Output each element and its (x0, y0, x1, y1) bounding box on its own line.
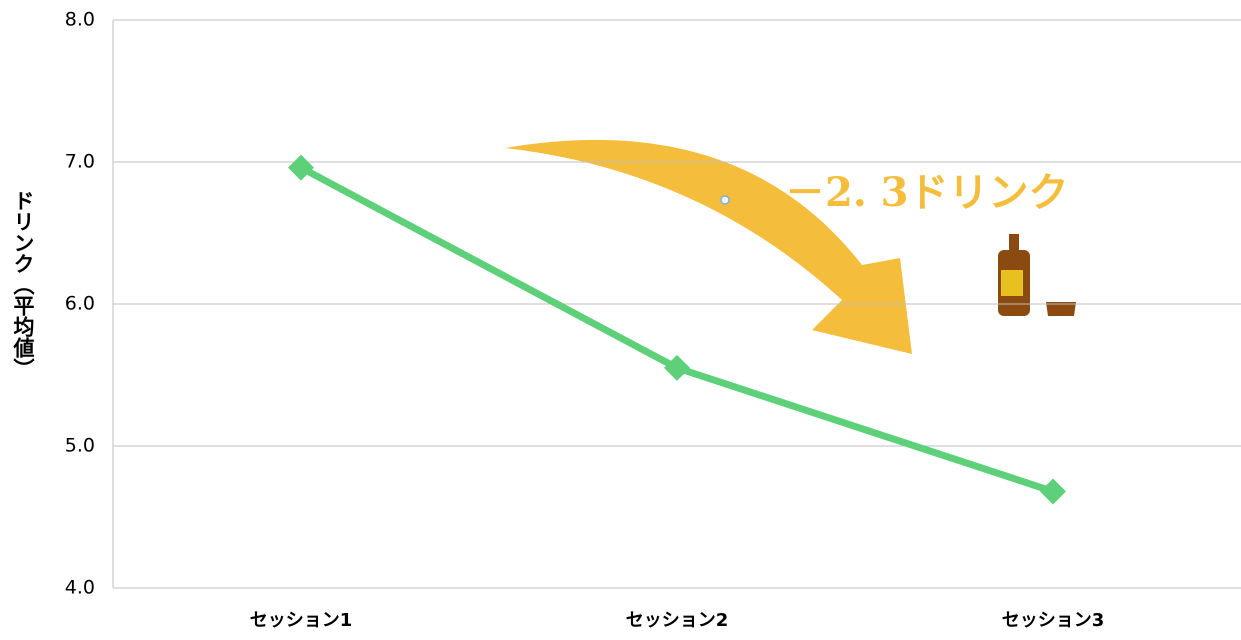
y-tick-label: 5.0 (65, 435, 95, 457)
y-tick-label: 8.0 (65, 9, 95, 31)
y-axis-label: ドリンク（平均値） (11, 190, 36, 379)
y-tick-label: 6.0 (65, 293, 95, 315)
x-tick-label: セッション3 (1002, 610, 1105, 631)
y-tick-label: 4.0 (65, 577, 95, 599)
y-tick-label: 7.0 (65, 151, 95, 173)
marker (288, 154, 314, 181)
marker (1040, 478, 1066, 505)
marker (664, 354, 690, 381)
handle-dot (720, 195, 730, 205)
x-tick-label: セッション1 (250, 610, 353, 631)
trend-arrow (505, 139, 912, 354)
beer-icon (998, 234, 1076, 316)
x-tick-label: セッション2 (626, 610, 729, 631)
annotation: －2. 3ドリンク (785, 169, 1069, 216)
